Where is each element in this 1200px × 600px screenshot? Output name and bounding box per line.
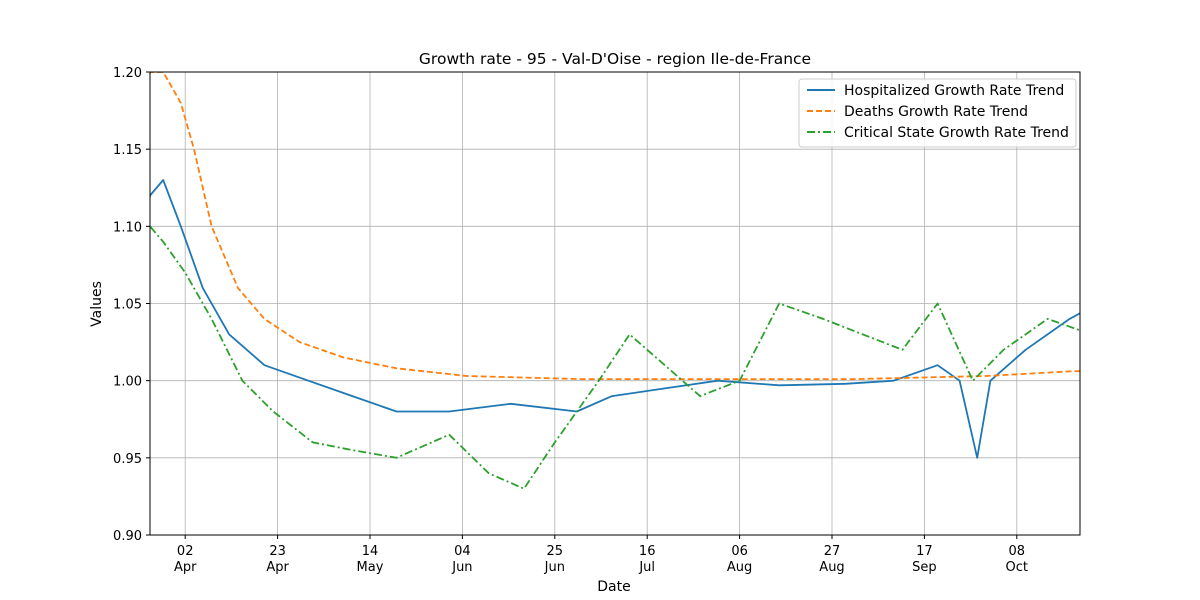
x-tick-month: Aug <box>727 560 752 575</box>
y-tick-label: 1.05 <box>113 298 142 313</box>
legend: Hospitalized Growth Rate Trend Deaths Gr… <box>798 78 1077 148</box>
x-tick-month: Sep <box>912 560 937 575</box>
y-tick-label: 0.95 <box>113 452 142 467</box>
legend-box <box>798 78 1077 148</box>
x-tick-day: 17 <box>916 544 933 559</box>
legend-label-hospitalized: Hospitalized Growth Rate Trend <box>844 83 1064 99</box>
plot-series <box>150 72 1080 490</box>
y-tick-label: 1.20 <box>113 66 142 81</box>
y-tick-label: 1.15 <box>113 143 142 158</box>
x-tick-month: Apr <box>266 560 289 575</box>
x-tick-day: 23 <box>269 544 286 559</box>
x-tick-month: Oct <box>1006 560 1028 575</box>
x-axis-label: Date <box>597 579 630 595</box>
x-tick-month: Jun <box>451 560 472 575</box>
legend-label-critical: Critical State Growth Rate Trend <box>844 125 1069 141</box>
series-line-hospitalized <box>150 179 1080 459</box>
x-tick-month: May <box>357 560 384 575</box>
y-tick-label: 1.10 <box>113 220 142 235</box>
x-tick-day: 16 <box>639 544 656 559</box>
x-tick-day: 27 <box>824 544 841 559</box>
series-line-critical <box>150 225 1080 490</box>
x-axis: 02Apr23Apr14May04Jun25Jun16Jul06Aug27Aug… <box>174 535 1028 575</box>
x-tick-month: Aug <box>819 560 844 575</box>
x-tick-day: 14 <box>362 544 379 559</box>
x-tick-day: 25 <box>547 544 564 559</box>
y-axis: 0.90 0.95 1.00 1.05 1.10 1.15 1.20 <box>113 66 150 544</box>
x-tick-day: 04 <box>454 544 471 559</box>
chart-title: Growth rate - 95 - Val-D'Oise - region I… <box>419 50 811 68</box>
x-tick-month: Jul <box>638 560 655 575</box>
grid-lines <box>150 71 1080 536</box>
legend-label-deaths: Deaths Growth Rate Trend <box>844 104 1028 120</box>
x-tick-day: 08 <box>1009 544 1026 559</box>
x-tick-month: Apr <box>174 560 197 575</box>
x-tick-day: 06 <box>731 544 748 559</box>
y-tick-label: 0.90 <box>113 529 142 544</box>
y-tick-label: 1.00 <box>113 375 142 390</box>
x-tick-day: 02 <box>177 544 194 559</box>
y-axis-label: Values <box>89 281 105 327</box>
x-tick-month: Jun <box>544 560 565 575</box>
